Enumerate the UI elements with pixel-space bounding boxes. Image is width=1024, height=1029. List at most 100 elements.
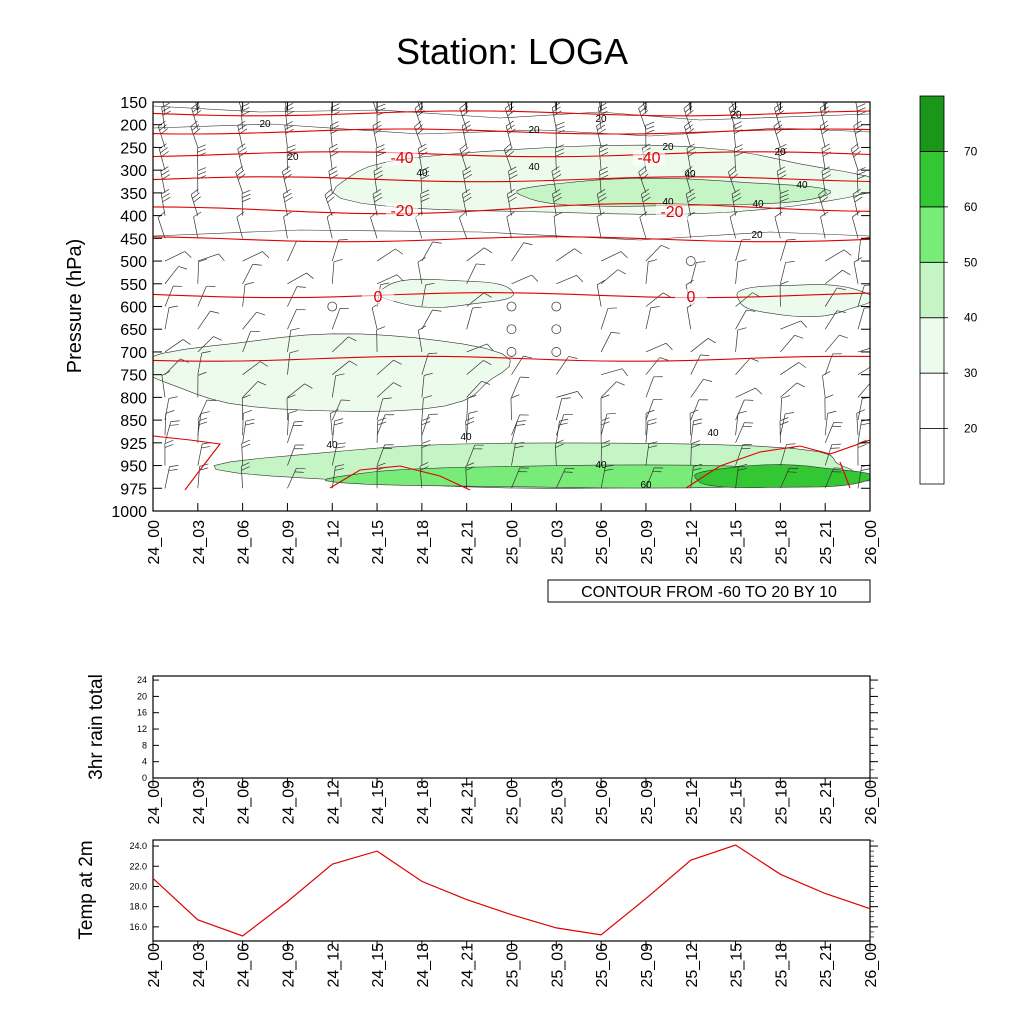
wind-barb	[242, 190, 251, 215]
wind-barb	[459, 212, 466, 239]
contour-line-label: 40	[796, 180, 808, 191]
time-tick-label: 25_12	[684, 780, 701, 825]
wind-barb	[775, 212, 782, 238]
wind-barb	[597, 212, 605, 238]
wind-barb	[332, 239, 347, 261]
time-tick-label: 25_15	[729, 780, 746, 825]
pressure-tick-label: 600	[120, 300, 147, 317]
wind-barb	[556, 419, 568, 443]
wind-barb	[467, 395, 477, 420]
wind-barb	[774, 121, 783, 148]
wind-barb	[820, 121, 829, 147]
contour-info-label: CONTOUR FROM -60 TO 20 BY 10	[581, 584, 837, 601]
wind-barb	[165, 397, 178, 420]
temperature-contour-label: -20	[660, 204, 683, 221]
time-tick-label: 25_03	[549, 943, 566, 988]
pressure-tick-label: 1000	[111, 504, 147, 521]
contour-line-label: 60	[640, 480, 652, 491]
calm-wind-circle	[328, 302, 337, 311]
time-tick-label: 25_12	[684, 943, 701, 988]
wind-barb	[327, 212, 334, 238]
wind-barb	[243, 252, 269, 261]
colorbar-box	[920, 429, 944, 484]
rain-plot-frame	[153, 676, 870, 778]
wind-barb	[554, 87, 563, 113]
colorbar-tick-label: 20	[964, 422, 978, 436]
wind-barb	[780, 362, 806, 374]
wind-barb	[191, 189, 200, 216]
wind-barb	[641, 87, 650, 113]
pressure-tick-label: 550	[120, 277, 147, 294]
wind-barb	[377, 418, 386, 443]
time-tick-label: 26_00	[863, 520, 880, 565]
wind-barb	[825, 395, 833, 420]
time-tick-label: 24_06	[236, 520, 253, 565]
wind-barb	[198, 464, 209, 488]
time-tick-label: 24_03	[191, 780, 208, 825]
temp2m-line	[153, 845, 870, 936]
colorbar-tick-label: 40	[964, 311, 978, 325]
wind-barb	[736, 239, 751, 261]
pressure-tick-label: 200	[120, 118, 147, 135]
figure-title: Station: LOGA	[396, 31, 628, 72]
pressure-tick-label: 850	[120, 413, 147, 430]
time-tick-label: 25_00	[505, 780, 522, 825]
y-tick-label: 20	[137, 691, 147, 701]
wind-barb	[825, 335, 848, 352]
calm-wind-circle	[507, 325, 516, 334]
wind-barb	[287, 411, 297, 436]
wind-barb	[467, 264, 485, 284]
time-tick-label: 24_18	[415, 943, 432, 988]
wind-barb	[370, 87, 379, 114]
wind-barb	[646, 399, 662, 420]
wind-barb	[825, 270, 850, 284]
temperature-contour-label: -40	[390, 150, 413, 167]
wind-barb	[243, 264, 262, 284]
wind-barb	[373, 121, 382, 147]
time-tick-label: 24_06	[236, 943, 253, 988]
contour-line-label: 40	[684, 169, 696, 180]
temp2m-axis-label: Temp at 2m	[76, 840, 97, 939]
wind-barb	[556, 398, 570, 420]
wind-barb	[330, 122, 339, 148]
wind-barb	[601, 332, 620, 352]
wind-barb	[854, 257, 862, 283]
temperature-contour-label: 0	[374, 289, 383, 306]
wind-barb	[165, 465, 178, 488]
y-tick-label: 8	[142, 740, 147, 750]
wind-barb	[691, 400, 708, 420]
temp2m-series	[153, 845, 870, 936]
wind-speed-region	[139, 334, 510, 412]
wind-barb	[601, 270, 626, 284]
time-tick-label: 25_15	[729, 943, 746, 988]
pressure-axis-label: Pressure (hPa)	[64, 239, 86, 374]
wind-barb	[556, 249, 582, 261]
wind-barb	[691, 355, 710, 375]
wind-barb	[736, 358, 759, 374]
wind-barb	[597, 280, 605, 306]
colorbar-box	[920, 373, 944, 428]
time-tick-label: 24_15	[370, 780, 387, 825]
wind-barb	[825, 423, 842, 443]
wind-barb	[646, 260, 657, 284]
time-tick-label: 24_09	[280, 780, 297, 825]
wind-barb	[780, 261, 794, 283]
contour-line-label: 20	[751, 230, 763, 241]
pressure-tick-label: 250	[120, 140, 147, 157]
y-tick-label: 16	[137, 708, 147, 718]
wind-barb	[198, 259, 207, 284]
colorbar-box	[920, 151, 944, 206]
colorbar-tick-label: 60	[964, 200, 978, 214]
wind-barb	[165, 266, 187, 283]
wind-barb	[858, 307, 873, 329]
calm-wind-circle	[552, 347, 561, 356]
pressure-tick-label: 150	[120, 95, 147, 112]
wind-barb	[236, 166, 246, 193]
wind-barb	[512, 421, 527, 443]
time-tick-label: 24_03	[191, 520, 208, 565]
contour-line-label: 20	[595, 114, 607, 125]
wind-barb	[736, 328, 747, 352]
